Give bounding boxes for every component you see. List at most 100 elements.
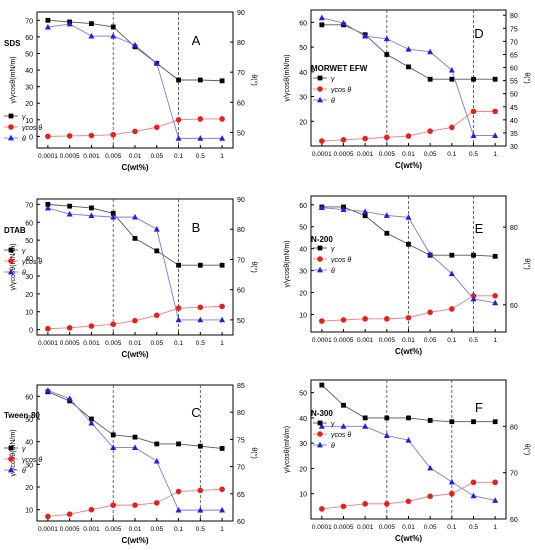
y-axis-label: γ/γcosθ(mN/m) [10, 243, 17, 290]
x-tick-label: 0.1 [174, 526, 183, 533]
y-tick-label: 60 [299, 20, 307, 27]
x-tick-label: 0.005 [379, 337, 396, 344]
y2-tick-label: 80 [237, 227, 245, 234]
x-tick-label: 0.005 [105, 153, 122, 160]
y2-tick-label: 50 [237, 130, 245, 137]
data-point [384, 415, 390, 421]
legend-label: θ [22, 468, 26, 475]
data-point [492, 132, 499, 138]
data-point [197, 116, 204, 122]
data-point [340, 137, 347, 143]
x-tick-label: 0.0001 [38, 153, 58, 160]
y-axis-label: γ/γcosθ(mN/m) [10, 429, 17, 476]
data-point [176, 441, 181, 447]
y2-tick-label: 55 [510, 79, 518, 86]
data-point [319, 22, 325, 28]
y-tick-label: 10 [299, 312, 307, 319]
y2-tick-label: 60 [510, 517, 518, 524]
x-tick-label: 0.5 [196, 340, 205, 347]
data-point [340, 19, 347, 26]
data-point [405, 314, 412, 321]
data-point [44, 204, 51, 211]
x-tick-label: 0.01 [402, 151, 415, 158]
y-tick-label: 30 [299, 269, 307, 276]
data-point [405, 133, 412, 139]
data-point [88, 212, 95, 219]
legend-marker [317, 96, 323, 103]
legend-marker [8, 258, 14, 264]
y-tick-label: 0 [29, 134, 33, 141]
data-point [197, 316, 204, 323]
y2-axis-label: θ(°) [250, 74, 258, 85]
data-point [153, 312, 160, 319]
y-tick-label: 20 [299, 119, 307, 126]
data-point [470, 479, 477, 486]
y2-tick-label: 60 [510, 66, 518, 73]
data-point [110, 210, 116, 216]
data-point [88, 323, 95, 329]
data-point [318, 14, 325, 21]
panel-letter: D [474, 26, 483, 41]
data-point [492, 299, 499, 306]
data-point [219, 135, 226, 141]
y-tick-label: 10 [25, 118, 33, 125]
data-point [427, 48, 434, 55]
panel-letter: C [191, 405, 200, 420]
data-point [362, 423, 369, 429]
y-tick-label: 30 [25, 274, 33, 281]
x-tick-label: 0.0005 [334, 151, 354, 158]
y2-tick-label: 50 [237, 318, 245, 325]
data-point [318, 204, 325, 211]
y2-tick-label: 50 [510, 92, 518, 99]
legend: γ γcos θ θ [313, 75, 351, 105]
y-tick-label: 20 [25, 485, 33, 492]
data-point [45, 201, 51, 207]
data-point [470, 492, 477, 499]
legend-label: θ [331, 268, 335, 275]
y2-tick-label: 60 [510, 303, 518, 310]
x-tick-label: 0.0005 [60, 340, 80, 347]
y2-tick-label: 75 [510, 26, 518, 33]
series-line [321, 481, 496, 510]
x-tick-label: 0.001 [83, 526, 100, 533]
legend-label: γcos θ [331, 432, 351, 439]
y-tick-label: 10 [25, 310, 33, 317]
data-point [492, 479, 498, 486]
y-tick-label: 50 [299, 225, 307, 232]
data-point [405, 498, 412, 505]
y-tick-label: 40 [25, 256, 33, 263]
series-line [47, 391, 223, 449]
data-point [219, 486, 225, 493]
y2-tick-label: 60 [237, 519, 245, 526]
y2-tick-label: 35 [510, 131, 518, 138]
data-point [88, 506, 95, 513]
data-point [219, 303, 225, 310]
data-point [132, 444, 138, 450]
series-line [47, 305, 223, 330]
data-point [219, 316, 226, 323]
data-point [492, 76, 498, 82]
y-axis-label: γ/γcosθ(mN/m) [284, 54, 291, 101]
legend-marker [317, 256, 323, 262]
legend-marker [317, 420, 323, 426]
y2-tick-label: 90 [237, 10, 245, 17]
data-point [319, 506, 325, 512]
x-tick-label: 0.1 [174, 153, 183, 160]
data-point [470, 108, 477, 115]
data-point [383, 35, 390, 42]
x-tick-label: 0.0005 [60, 526, 80, 533]
data-point [427, 128, 433, 134]
data-point [427, 76, 433, 82]
data-point [110, 24, 116, 30]
data-point [197, 135, 204, 141]
series-line [47, 19, 223, 82]
y-tick-label: 30 [25, 462, 33, 469]
data-point [492, 108, 498, 115]
x-axis-label: C(wt%) [121, 163, 148, 172]
data-point [427, 493, 433, 500]
data-point [340, 317, 347, 323]
y-tick-label: 50 [299, 391, 307, 398]
data-point [449, 252, 455, 258]
data-point [66, 20, 73, 27]
